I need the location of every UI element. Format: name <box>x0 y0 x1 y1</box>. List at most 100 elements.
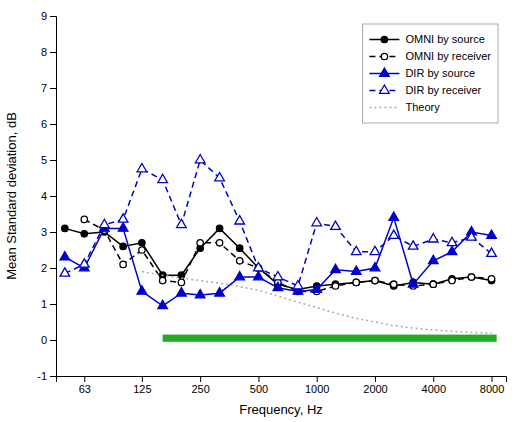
marker <box>236 245 242 251</box>
x-tick: 1000 <box>305 376 329 395</box>
marker <box>120 261 126 267</box>
y-tick-mark <box>50 160 56 161</box>
marker <box>137 163 147 171</box>
marker <box>351 246 361 254</box>
marker <box>254 262 264 270</box>
x-tick: 4000 <box>422 376 446 395</box>
data-layer <box>60 154 497 341</box>
marker <box>60 268 70 276</box>
y-tick-mark <box>50 340 56 341</box>
marker <box>118 214 128 222</box>
legend-label: DIR by source <box>405 67 475 79</box>
y-tick-mark <box>50 196 56 197</box>
marker <box>389 212 399 220</box>
y-tick: 5 <box>41 154 56 166</box>
marker <box>195 289 205 297</box>
marker <box>372 277 378 283</box>
marker <box>273 282 283 290</box>
chart: 631252505001000200040008000-10123456789F… <box>0 0 522 422</box>
series-line <box>65 218 492 306</box>
marker <box>331 264 341 272</box>
legend-item: Theory <box>369 101 440 113</box>
series-line <box>65 228 492 289</box>
x-tick: 500 <box>250 376 268 395</box>
marker <box>216 225 222 231</box>
marker <box>372 277 378 283</box>
y-tick: 9 <box>41 10 56 22</box>
y-tick-label: -1 <box>37 370 47 382</box>
marker <box>195 154 205 162</box>
y-tick: 8 <box>41 46 56 58</box>
x-tick-mark <box>142 376 143 382</box>
marker <box>235 216 245 224</box>
x-tick-label: 2000 <box>363 383 387 395</box>
y-tick: 4 <box>41 190 56 202</box>
legend-item: OMNI by receiver <box>369 50 491 62</box>
plot-area: 631252505001000200040008000-10123456789F… <box>4 10 507 417</box>
marker <box>447 246 457 254</box>
y-tick: 0 <box>41 334 56 346</box>
x-tick-mark <box>317 376 318 382</box>
marker <box>370 246 380 254</box>
marker <box>177 288 187 296</box>
legend-marker <box>380 68 390 76</box>
marker <box>215 288 225 296</box>
marker <box>158 174 168 182</box>
legend-marker <box>381 36 387 42</box>
marker <box>60 252 70 260</box>
marker <box>408 241 418 249</box>
y-tick-label: 1 <box>41 298 47 310</box>
y-tick: 2 <box>41 262 56 274</box>
y-tick-mark <box>50 268 56 269</box>
marker <box>159 277 165 283</box>
marker <box>81 216 87 222</box>
marker <box>235 271 245 279</box>
marker <box>353 279 359 285</box>
series <box>60 154 496 288</box>
series-line <box>84 219 491 291</box>
marker <box>468 274 474 280</box>
band <box>163 335 497 342</box>
marker <box>293 280 303 288</box>
marker <box>139 247 145 253</box>
marker <box>487 248 497 256</box>
x-tick-mark <box>375 376 376 382</box>
series-line <box>142 272 492 334</box>
marker <box>312 284 322 292</box>
x-tick: 2000 <box>363 376 387 395</box>
x-axis-title: Frequency, Hz <box>239 402 323 417</box>
x-tick-label: 63 <box>79 383 91 395</box>
y-tick-mark <box>50 376 56 377</box>
marker <box>139 240 145 246</box>
marker <box>467 232 477 240</box>
legend-item: OMNI by source <box>369 33 484 45</box>
y-tick: 3 <box>41 226 56 238</box>
y-axis-line <box>50 17 57 377</box>
legend-label: OMNI by receiver <box>405 50 491 62</box>
legend-marker <box>380 85 390 93</box>
marker <box>273 271 283 279</box>
x-tick-mark <box>492 376 493 382</box>
marker <box>120 243 126 249</box>
x-tick-mark <box>433 376 434 382</box>
marker <box>62 225 68 231</box>
y-tick-label: 8 <box>41 46 47 58</box>
legend-label: OMNI by source <box>405 33 484 45</box>
marker <box>331 221 341 229</box>
marker <box>216 240 222 246</box>
y-tick-mark <box>50 16 56 17</box>
x-tick-label: 8000 <box>480 383 504 395</box>
x-tick-label: 4000 <box>422 383 446 395</box>
y-tick-label: 5 <box>41 154 47 166</box>
marker <box>428 255 438 263</box>
series <box>81 216 495 294</box>
y-tick-label: 2 <box>41 262 47 274</box>
marker <box>118 223 128 231</box>
marker <box>178 272 184 278</box>
legend-item: DIR by receiver <box>369 84 481 96</box>
y-tick-mark <box>50 124 56 125</box>
series-line <box>65 160 492 286</box>
marker <box>370 262 380 270</box>
marker <box>487 230 497 238</box>
x-tick: 125 <box>133 376 151 395</box>
